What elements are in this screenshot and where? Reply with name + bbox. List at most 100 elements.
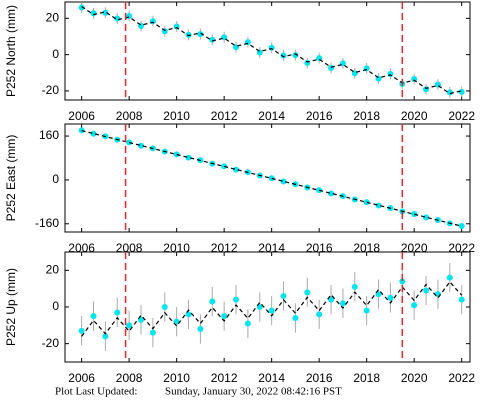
plot-frame — [64, 1, 471, 101]
observation — [328, 65, 335, 72]
x-tick-label: 2014 — [258, 109, 285, 123]
observation — [90, 313, 97, 320]
y-tick-label: 0 — [52, 172, 59, 186]
observation — [126, 322, 133, 329]
x-tick-label: 2014 — [258, 371, 285, 385]
observation — [90, 130, 97, 137]
observation — [292, 315, 299, 321]
footer-timestamp: Sunday, January 30, 2022 08:42:16 PST — [165, 386, 342, 398]
x-tick-label: 2022 — [448, 371, 475, 385]
observation — [78, 127, 85, 134]
y-axis-label: P252 North (mm) — [4, 5, 18, 97]
observation — [363, 199, 370, 206]
observation — [90, 10, 97, 17]
observation — [446, 89, 453, 96]
observation — [102, 9, 109, 16]
x-tick-label: 2010 — [163, 371, 190, 385]
observation — [387, 294, 394, 301]
observation — [268, 175, 275, 182]
x-tick-label: 2010 — [163, 109, 190, 123]
observation — [78, 327, 85, 334]
y-tick-label: -20 — [42, 336, 60, 350]
observation — [399, 278, 406, 285]
observation — [339, 300, 346, 307]
observation — [185, 31, 192, 38]
y-tick-label: 160 — [39, 128, 59, 142]
observation — [221, 163, 228, 170]
observation — [173, 151, 180, 158]
observation — [280, 178, 287, 185]
y-tick-label: -160 — [35, 216, 59, 230]
observation — [197, 326, 204, 332]
observation — [411, 302, 418, 309]
observation — [446, 274, 453, 281]
x-tick-label: 2018 — [353, 371, 380, 385]
x-tick-label: 2008 — [116, 109, 143, 123]
observation — [78, 4, 85, 11]
x-tick-label: 2020 — [401, 109, 428, 123]
x-tick-label: 2012 — [211, 371, 238, 385]
observation — [411, 211, 418, 218]
observation — [138, 316, 145, 323]
x-tick-label: 2008 — [116, 371, 143, 385]
observation — [161, 304, 168, 310]
observation — [292, 52, 299, 59]
x-tick-label: 2022 — [448, 109, 475, 123]
y-tick-label: -20 — [42, 83, 60, 97]
observation — [328, 296, 335, 303]
y-axis-label: P252 East (mm) — [4, 135, 18, 222]
observation — [126, 139, 133, 146]
model-line — [81, 280, 463, 337]
y-tick-label: 20 — [46, 263, 60, 277]
observation — [304, 289, 311, 296]
observation — [185, 154, 192, 161]
observation — [268, 44, 275, 51]
observation — [185, 311, 192, 318]
x-tick-label: 2006 — [68, 109, 95, 123]
observation — [221, 313, 228, 320]
observation — [316, 311, 323, 318]
y-tick-label: 0 — [52, 299, 59, 313]
observation — [268, 307, 275, 314]
observation — [280, 52, 287, 59]
observation — [363, 307, 370, 314]
observation — [458, 88, 465, 95]
observation — [209, 298, 216, 305]
x-tick-label: 2020 — [401, 371, 428, 385]
observation — [209, 36, 216, 43]
observation — [375, 291, 382, 298]
y-tick-label: 20 — [46, 11, 60, 25]
x-tick-label: 2016 — [306, 109, 333, 123]
observation — [316, 187, 323, 194]
footer-label: Plot Last Updated: — [55, 386, 138, 398]
observation — [233, 296, 240, 303]
y-tick-label: 0 — [52, 47, 59, 61]
model-line — [81, 6, 462, 95]
observation — [138, 142, 145, 149]
observation — [387, 71, 394, 78]
observation — [411, 75, 418, 82]
observation — [423, 287, 430, 294]
observation — [351, 283, 358, 290]
observation — [233, 166, 240, 173]
x-tick-label: 2016 — [306, 371, 333, 385]
observation — [197, 31, 204, 38]
observation — [458, 296, 465, 303]
plot-frame — [64, 123, 471, 233]
observation — [280, 293, 287, 299]
observation — [102, 333, 109, 340]
x-tick-label: 2012 — [211, 109, 238, 123]
observation — [423, 214, 430, 221]
x-tick-label: 2006 — [68, 371, 95, 385]
observation — [375, 202, 382, 209]
x-tick-label: 2018 — [353, 109, 380, 123]
observation — [114, 309, 121, 316]
observation — [244, 320, 251, 327]
y-axis-label: P252 Up (mm) — [4, 268, 18, 346]
observation — [458, 222, 465, 229]
observation — [256, 304, 263, 310]
observation — [149, 329, 156, 336]
model-line — [81, 129, 462, 227]
